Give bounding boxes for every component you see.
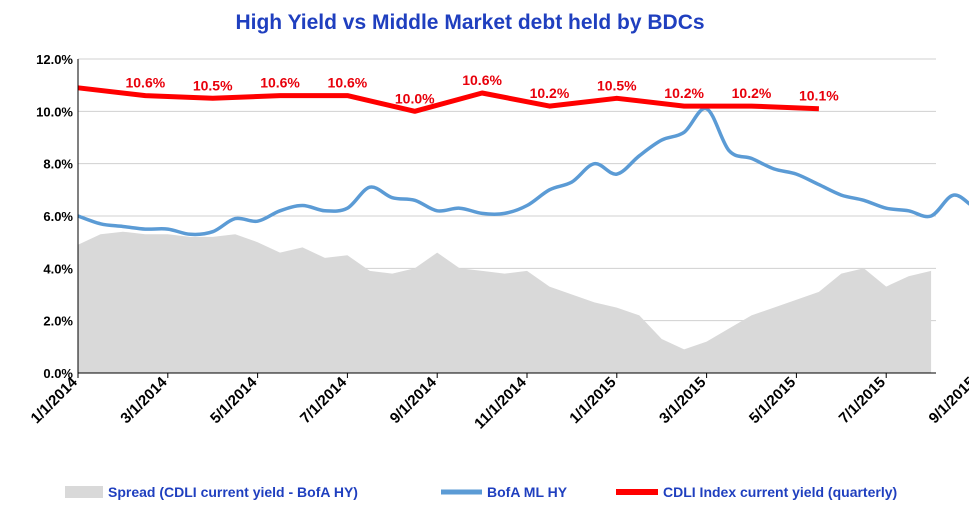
y-tick-label: 2.0% [43, 314, 73, 329]
x-tick-label: 9/1/2014 [387, 373, 441, 427]
y-tick-label: 8.0% [43, 157, 73, 172]
y-tick-label: 6.0% [43, 209, 73, 224]
chart-title: High Yield vs Middle Market debt held by… [235, 11, 704, 34]
legend-label-spread: Spread (CDLI current yield - BofA HY) [108, 484, 358, 500]
y-axis-ticks: 0.0% 2.0% 4.0% 6.0% 8.0% 10.0% 12.0% [36, 52, 73, 381]
x-tick-label: 3/1/2015 [656, 374, 709, 427]
x-tick-label: 7/1/2015 [836, 374, 889, 427]
cdli-data-label: 10.2% [732, 85, 772, 101]
cdli-data-label: 10.6% [125, 75, 165, 91]
cdli-data-label: 10.6% [328, 75, 368, 91]
cdli-data-label: 10.5% [193, 77, 233, 93]
cdli-data-label: 10.0% [395, 90, 435, 106]
y-tick-label: 0.0% [43, 366, 73, 381]
legend-label-cdli: CDLI Index current yield (quarterly) [663, 484, 897, 500]
legend-swatch-spread [65, 486, 103, 498]
data-labels: 10.6% 10.5% 10.6% 10.6% 10.0% 10.6% 10.2% 10.5%… [125, 72, 839, 106]
legend-label-bofa: BofA ML HY [487, 484, 568, 500]
x-axis-ticks: 1/1/2014 3/1/2014 5/1/2014 7/1/2014 9/1/2014… [28, 373, 969, 432]
x-tick-label: 11/1/2014 [471, 373, 530, 432]
x-tick-label: 1/1/2014 [28, 373, 82, 427]
cdli-data-label: 10.6% [260, 75, 300, 91]
y-tick-label: 12.0% [36, 52, 73, 67]
x-tick-label: 5/1/2015 [746, 374, 799, 427]
cdli-data-label: 10.5% [597, 77, 637, 93]
y-tick-label: 10.0% [36, 104, 73, 119]
cdli-index-line [77, 85, 819, 114]
cdli-data-label: 10.6% [462, 72, 502, 88]
spread-area-layer [78, 231, 932, 373]
x-tick-label: 5/1/2014 [207, 373, 261, 427]
cdli-data-label: 10.2% [664, 85, 704, 101]
spread-area [78, 231, 932, 373]
cdli-data-label: 10.2% [530, 85, 570, 101]
bofa-ml-hy-line [77, 106, 969, 237]
cdli-data-label: 10.1% [799, 88, 839, 104]
x-tick-label: 1/1/2015 [566, 374, 619, 427]
bofa-line-layer [77, 106, 969, 237]
cdli-line-layer [77, 85, 819, 114]
x-tick-label: 9/1/2015 [926, 374, 969, 427]
x-tick-label: 3/1/2014 [117, 373, 171, 427]
x-tick-label: 7/1/2014 [297, 373, 351, 427]
legend: Spread (CDLI current yield - BofA HY) Bo… [65, 484, 897, 500]
y-tick-label: 4.0% [43, 261, 73, 276]
axes [77, 59, 936, 374]
